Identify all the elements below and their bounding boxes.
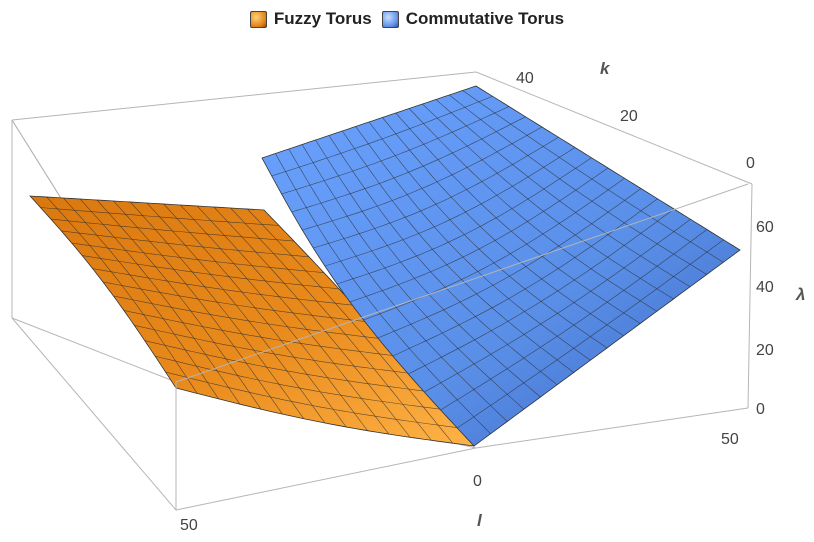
fuzzy-torus-surface-grid-line bbox=[123, 310, 400, 357]
commutative-torus-surface-grid-line bbox=[291, 116, 526, 213]
fuzzy-torus-surface-grid-line bbox=[61, 230, 310, 258]
fuzzy-torus-surface-grid-line bbox=[71, 242, 325, 273]
legend-label-commutative: Commutative Torus bbox=[405, 9, 565, 28]
fuzzy-torus-surface bbox=[29, 195, 475, 447]
commutative-swatch-icon bbox=[381, 10, 399, 28]
commutative-torus-surface-grid-line bbox=[281, 106, 510, 195]
fuzzy-torus-surface-grid-line bbox=[113, 295, 385, 340]
commutative-torus-surface-face bbox=[261, 85, 741, 447]
lambda-tick-20: 20 bbox=[756, 342, 774, 359]
commutative-torus-surface-grid-line bbox=[313, 137, 559, 249]
commutative-torus-surface-grid-line bbox=[440, 229, 708, 411]
l-axis-label: l bbox=[477, 511, 483, 530]
fuzzy-torus-surface-grid-line bbox=[165, 371, 460, 429]
commutative-torus-surface-grid-line bbox=[302, 126, 543, 231]
commutative-torus-surface-grid-line bbox=[324, 147, 576, 267]
legend-label-fuzzy: Fuzzy Torus bbox=[273, 9, 372, 28]
k-tick-20: 20 bbox=[620, 108, 638, 125]
fuzzy-torus-surface-grid-line bbox=[144, 340, 430, 392]
fuzzy-torus-surface-grid-line bbox=[102, 281, 370, 323]
commutative-torus-surface-grid-line bbox=[271, 96, 493, 177]
fuzzy-torus-surface-grid-line bbox=[50, 218, 295, 242]
fuzzy-torus-surface-grid-line bbox=[40, 207, 280, 226]
commutative-torus-surface-grid-line bbox=[408, 208, 675, 375]
fuzzy-torus-surface-grid-line bbox=[82, 255, 340, 290]
lambda-tick-40: 40 bbox=[756, 279, 774, 296]
legend-item-fuzzy: Fuzzy Torus bbox=[249, 9, 372, 29]
commutative-torus-surface-grid-line bbox=[349, 167, 609, 303]
l-tick-50-right: 50 bbox=[721, 431, 739, 448]
fuzzy-torus-surface-grid-line bbox=[134, 325, 415, 375]
k-axis-label: k bbox=[600, 59, 611, 78]
l-tick-50-left: 50 bbox=[180, 517, 198, 534]
lambda-tick-60: 60 bbox=[756, 219, 774, 236]
legend-item-commutative: Commutative Torus bbox=[381, 9, 565, 29]
fuzzy-torus-surface-grid-line bbox=[155, 355, 445, 410]
commutative-torus-surface-grid-line bbox=[363, 178, 625, 321]
l-tick-0: 0 bbox=[473, 473, 482, 490]
surfaces bbox=[29, 85, 741, 447]
fuzzy-swatch-icon bbox=[249, 10, 267, 28]
lambda-axis-label: λ bbox=[795, 285, 805, 304]
legend: Fuzzy Torus Commutative Torus bbox=[0, 6, 814, 32]
lambda-tick-0: 0 bbox=[756, 401, 765, 418]
fuzzy-torus-surface-grid-line bbox=[92, 268, 355, 306]
commutative-torus-surface-grid-line bbox=[424, 219, 691, 393]
axis-ticks: 0 20 40 60 0 20 40 0 50 50 k λ l bbox=[180, 59, 805, 534]
commutative-torus-surface-grid-line bbox=[377, 188, 642, 339]
box-front-edges bbox=[11, 71, 753, 511]
k-tick-0: 0 bbox=[746, 155, 755, 172]
commutative-torus-surface-grid-line bbox=[457, 239, 724, 429]
k-tick-40: 40 bbox=[516, 70, 534, 87]
commutative-torus-surface-grid-line bbox=[337, 157, 592, 285]
